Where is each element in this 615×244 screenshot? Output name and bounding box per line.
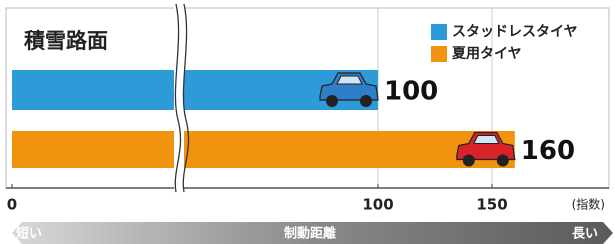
car-wheel <box>497 155 509 167</box>
car-window <box>337 76 362 84</box>
car-wheel <box>326 95 338 107</box>
x-tick-label: 0 <box>7 196 17 214</box>
car-wheel <box>360 95 372 107</box>
value-label: 160 <box>521 136 575 166</box>
x-axis-label: (指数) <box>572 197 605 212</box>
chart: 積雪路面 短い 制動距離 長い 0 100 150 (指数) 100 スタッドレスタイヤ 1… <box>0 0 615 244</box>
x-tick-label: 150 <box>476 196 507 214</box>
legend-label: スタッドレスタイヤ <box>452 24 578 40</box>
car-wheel <box>463 155 475 167</box>
legend-swatch <box>431 46 447 62</box>
footer-short: 短い <box>16 226 42 242</box>
legend-label: 夏用タイヤ <box>452 45 522 62</box>
legend-swatch <box>431 24 447 40</box>
footer-long: 長い <box>572 227 598 242</box>
x-tick-label: 100 <box>362 196 393 214</box>
chart-title: 積雪路面 <box>24 29 108 53</box>
car-window <box>474 136 499 144</box>
footer-label: 制動距離 <box>284 226 336 242</box>
value-label: 100 <box>384 77 438 107</box>
bar <box>12 131 515 168</box>
